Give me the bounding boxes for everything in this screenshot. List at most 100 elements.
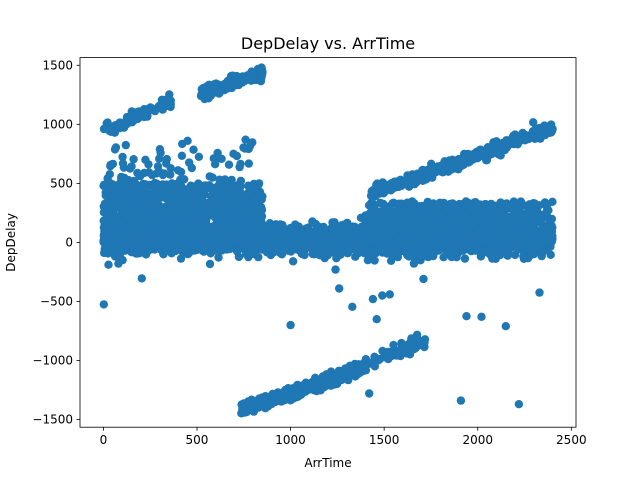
- data-point: [532, 200, 541, 210]
- data-point: [543, 213, 553, 222]
- data-point: [206, 210, 215, 219]
- data-point: [511, 208, 520, 218]
- data-point: [192, 212, 201, 221]
- data-point: [196, 91, 206, 101]
- data-point: [100, 220, 109, 229]
- data-point: [507, 218, 516, 227]
- data-point: [530, 221, 539, 230]
- data-point: [447, 218, 456, 228]
- data-point: [248, 222, 257, 232]
- data-point: [288, 257, 298, 266]
- data-point: [545, 231, 555, 240]
- data-point: [99, 124, 109, 134]
- data-point: [461, 209, 470, 218]
- data-point: [218, 226, 227, 235]
- data-point: [161, 234, 170, 244]
- data-point: [396, 235, 405, 244]
- data-point: [217, 205, 226, 215]
- data-point: [419, 214, 429, 224]
- data-point: [128, 230, 138, 239]
- data-point: [160, 219, 169, 229]
- data-point: [361, 214, 370, 223]
- data-point: [434, 211, 444, 220]
- data-point: [277, 232, 286, 241]
- data-point: [381, 236, 390, 245]
- data-point: [452, 238, 461, 247]
- data-point: [336, 250, 345, 259]
- data-point: [426, 206, 435, 216]
- data-point: [332, 233, 341, 242]
- data-point: [270, 247, 280, 256]
- data-point: [144, 219, 153, 228]
- data-point: [479, 236, 489, 245]
- data-point: [122, 213, 132, 222]
- data-point: [439, 222, 448, 231]
- data-point: [188, 219, 197, 228]
- data-point: [509, 197, 519, 206]
- data-point: [241, 208, 250, 217]
- data-point: [175, 222, 185, 232]
- data-point: [422, 252, 431, 261]
- data-point: [314, 240, 324, 249]
- data-point: [394, 199, 403, 208]
- data-point: [371, 222, 380, 232]
- data-point: [108, 208, 118, 217]
- data-point: [313, 232, 322, 241]
- data-point: [236, 188, 245, 198]
- data-point: [367, 236, 376, 245]
- data-point: [421, 225, 431, 234]
- data-point: [264, 243, 274, 252]
- data-point: [519, 254, 529, 263]
- data-point: [230, 237, 239, 246]
- data-point: [218, 213, 227, 222]
- data-point: [240, 238, 250, 247]
- data-point: [162, 194, 171, 203]
- data-point: [427, 236, 436, 245]
- data-point: [431, 217, 441, 226]
- data-point: [320, 225, 329, 234]
- data-point: [196, 227, 205, 237]
- data-point: [461, 197, 471, 206]
- data-point: [544, 237, 553, 247]
- data-point: [203, 87, 212, 96]
- data-point: [129, 214, 138, 223]
- data-point: [397, 211, 406, 221]
- data-point: [266, 235, 276, 244]
- data-point: [220, 238, 229, 247]
- data-point: [451, 247, 461, 256]
- data-point: [354, 249, 363, 258]
- data-point: [492, 205, 501, 214]
- data-point: [102, 233, 112, 242]
- data-point: [254, 224, 264, 234]
- data-point: [370, 201, 379, 210]
- data-point: [114, 228, 123, 238]
- data-point: [467, 222, 476, 231]
- data-point: [231, 198, 240, 207]
- data-point: [320, 253, 329, 263]
- data-point: [539, 225, 549, 235]
- data-point: [245, 189, 254, 198]
- data-point: [386, 256, 396, 265]
- data-point: [460, 227, 469, 236]
- data-point: [114, 259, 123, 268]
- data-point: [463, 235, 472, 244]
- data-point: [185, 203, 194, 212]
- data-point: [251, 193, 260, 203]
- data-point: [390, 209, 399, 219]
- data-point: [410, 205, 419, 215]
- data-point: [514, 245, 523, 254]
- data-point: [308, 217, 317, 226]
- data-point: [509, 236, 519, 245]
- data-point: [234, 79, 243, 88]
- data-point: [480, 247, 489, 257]
- data-point: [158, 105, 167, 114]
- data-point: [104, 260, 113, 269]
- data-point: [214, 253, 223, 262]
- data-point: [486, 229, 495, 238]
- data-point: [220, 80, 229, 89]
- data-point: [436, 235, 445, 244]
- data-point: [138, 233, 147, 242]
- data-point: [463, 245, 473, 254]
- data-point: [517, 213, 526, 223]
